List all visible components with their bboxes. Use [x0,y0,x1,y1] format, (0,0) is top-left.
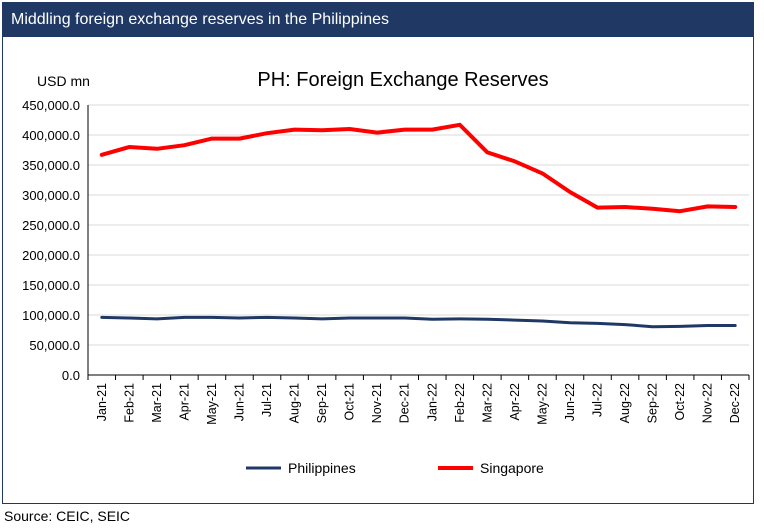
y-tick-label: 250,000.0 [22,218,80,233]
x-tick-label: Nov-21 [370,383,384,423]
line-chart: PH: Foreign Exchange Reserves USD mn 0.0… [22,69,750,476]
x-tick-label: Apr-22 [508,383,522,421]
x-tick-label: Feb-22 [453,383,467,423]
x-tick-label: Apr-21 [177,383,191,421]
series-line-singapore [99,122,738,214]
x-tick-label: Jan-21 [95,383,109,421]
x-tick-label: Feb-21 [122,383,136,423]
x-tick-label: Mar-22 [480,383,494,423]
x-tick-label: Sep-21 [315,383,329,423]
x-tick-label: Sep-22 [646,383,660,423]
x-tick-label: Oct-21 [343,383,357,421]
series-line-philippines [100,315,737,329]
x-tick-label: Jun-21 [232,383,246,421]
x-tick-label: Aug-22 [618,383,632,423]
y-tick-label: 50,000.0 [29,338,80,353]
y-tick-label: 150,000.0 [22,278,80,293]
y-tick-labels: 0.0 50,000.0 100,000.0 150,000.0 200,000.0 25… [22,98,80,383]
y-axis-label: USD mn [37,73,90,89]
x-tick-label: Oct-22 [673,383,687,421]
y-tick-label: 300,000.0 [22,188,80,203]
y-tick-label: 100,000.0 [22,308,80,323]
legend-label-philippines: Philippines [288,460,356,476]
series-lines [99,122,738,329]
chart-title: PH: Foreign Exchange Reserves [257,69,548,91]
x-tick-label: Jan-22 [425,383,439,421]
x-tick-label: Jul-22 [591,383,605,417]
x-tick-label: Jun-22 [563,383,577,421]
x-tick-label: May-21 [205,383,219,425]
x-tick-label: Dec-21 [398,383,412,423]
x-tick-label: Aug-21 [288,383,302,423]
source-note: Source: CEIC, SEIC [4,508,131,524]
y-tick-label: 0.0 [62,368,80,383]
legend: Philippines Singapore [246,460,544,476]
y-tick-label: 400,000.0 [22,128,80,143]
x-tick-label: May-22 [535,383,549,425]
y-tick-label: 450,000.0 [22,98,80,113]
x-tick-label: Nov-22 [701,383,715,423]
x-tick-label: Dec-22 [728,383,742,423]
chart-frame: Middling foreign exchange reserves in th… [2,2,754,504]
x-tick-label: Mar-21 [150,383,164,423]
header-title: Middling foreign exchange reserves in th… [3,3,753,37]
y-tick-label: 350,000.0 [22,158,80,173]
x-tick-label: Jul-21 [260,383,274,417]
legend-label-singapore: Singapore [480,460,544,476]
y-tick-label: 200,000.0 [22,248,80,263]
x-tick-labels: Jan-21 Feb-21 Mar-21 Apr-21 May-21 Jun-21 Jul-… [87,375,750,425]
